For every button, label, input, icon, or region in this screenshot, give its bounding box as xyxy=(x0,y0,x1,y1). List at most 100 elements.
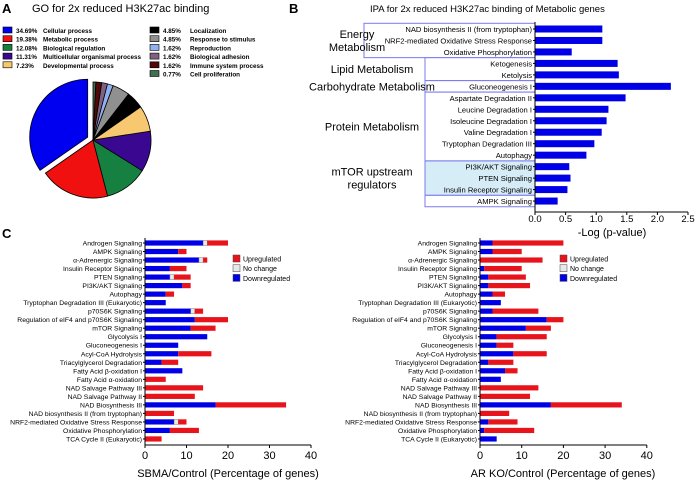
bar-upregulated xyxy=(505,368,518,374)
bar xyxy=(535,82,671,90)
bar-downregulated xyxy=(145,265,170,272)
bar-downregulated xyxy=(145,317,195,323)
category-label: Autophagy xyxy=(109,292,142,299)
category-label: Gluconeogenesis I xyxy=(421,343,477,350)
legend-percent: 0.77% xyxy=(163,72,181,79)
bar-downregulated xyxy=(145,419,175,425)
bar-upregulated xyxy=(546,317,564,323)
category-label: AMPK Signaling xyxy=(428,249,477,256)
category-label: Regulation of eIF4 and p70S6K Signaling xyxy=(17,317,142,324)
group-label: Protein Metabolism xyxy=(325,121,419,133)
x-tick-label: 20 xyxy=(557,450,569,462)
x-tick-label: 40 xyxy=(305,450,317,462)
bar-downregulated xyxy=(480,402,551,408)
legend-label: Upregulated xyxy=(570,257,608,264)
legend-label: No change xyxy=(570,266,604,273)
category-label: Acyl-CoA Hydrolysis xyxy=(416,351,478,358)
bar-downregulated xyxy=(145,368,183,374)
category-label: Leucine Degradation I xyxy=(458,105,532,114)
bar-upregulated xyxy=(161,359,179,365)
panel-c-label: C xyxy=(2,226,12,241)
bar xyxy=(535,71,619,79)
bar xyxy=(535,197,558,205)
x-tick-label: 1.0 xyxy=(590,214,603,225)
bar-no-change xyxy=(173,419,179,425)
bar-upregulated xyxy=(480,410,510,416)
group-label: Energy xyxy=(340,29,375,41)
bar-downregulated xyxy=(145,291,166,297)
bar-upregulated xyxy=(480,257,543,263)
category-label: Aspartate Degradation II xyxy=(450,94,532,103)
category-label: mTOR Signaling xyxy=(92,326,142,333)
category-label: p70S6K Signaling xyxy=(88,309,142,316)
x-tick-label: 0 xyxy=(142,450,148,462)
category-label: Oxidative Phosphorylation xyxy=(398,428,477,435)
legend-swatch xyxy=(559,274,568,282)
pie-slice xyxy=(44,139,109,199)
bar-downregulated xyxy=(480,342,497,348)
pie-slice xyxy=(92,81,97,141)
bar-downregulated xyxy=(480,248,493,255)
legend-percent: 4.85% xyxy=(163,37,181,44)
legend-swatch xyxy=(149,52,160,60)
pie-slice xyxy=(29,78,89,171)
category-label: NAD biosynthesis II (from tryptophan) xyxy=(405,25,532,34)
category-label: PTEN Signaling xyxy=(94,275,142,282)
legend-name: Metabolic process xyxy=(43,37,98,44)
bar-downregulated xyxy=(480,274,489,280)
legend-swatch xyxy=(559,264,568,272)
legend-swatch xyxy=(149,26,160,34)
bar-downregulated xyxy=(480,368,506,374)
x-tick-label: 2.0 xyxy=(651,214,664,225)
bar-upregulated xyxy=(145,385,204,391)
bar-upregulated xyxy=(525,325,551,331)
bar-downregulated xyxy=(480,419,489,425)
group-label: Carbohydrate Metabolism xyxy=(309,81,435,93)
bar-downregulated xyxy=(480,317,547,323)
category-label: mTOR Signaling xyxy=(427,326,477,333)
bar xyxy=(535,174,571,182)
bar-upregulated xyxy=(492,291,506,297)
legend-label: Upregulated xyxy=(243,257,281,264)
bar xyxy=(535,151,587,159)
bar-upregulated xyxy=(484,265,522,272)
category-label: Tryptophan Degradation III xyxy=(442,140,532,149)
category-label: NRF2-mediated Oxidative Stress Response xyxy=(345,419,477,426)
bar xyxy=(535,105,609,113)
category-label: Fatty Acid α-oxidation xyxy=(412,377,477,384)
legend-percent: 1.62% xyxy=(163,63,181,70)
pie-title: GO for 2x reduced H3K27ac binding xyxy=(32,3,209,15)
legend-name: Reproduction xyxy=(190,45,231,52)
category-label: Gluconeogenesis I xyxy=(86,343,142,350)
bar xyxy=(535,186,568,194)
bar-upregulated xyxy=(174,274,191,280)
bar-upregulated xyxy=(480,385,539,391)
legend-swatch xyxy=(149,70,160,77)
category-label: NAD Salvage Pathway III xyxy=(401,385,477,392)
legend-swatch xyxy=(2,44,13,51)
category-label: Isoleucine Degradation I xyxy=(450,117,532,126)
bar-downregulated xyxy=(480,351,514,357)
category-label: Oxidative Phosphorylation xyxy=(63,428,142,435)
c-left-xlabel: SBMA/Control (Percentage of genes) xyxy=(137,468,319,480)
group-label: Metabolism xyxy=(329,42,385,54)
category-label: Triacylglycerol Degradation xyxy=(60,360,142,367)
bar-no-change xyxy=(169,274,175,280)
bar-downregulated xyxy=(145,359,162,365)
legend-swatch xyxy=(232,264,241,272)
legend-percent: 34.69% xyxy=(16,28,38,35)
category-label: Tryptophan Degradation III (Eukaryotic) xyxy=(358,300,477,307)
bar-upregulated xyxy=(496,342,514,348)
legend-percent: 1.62% xyxy=(163,54,181,61)
category-label: Acyl-CoA Hydrolysis xyxy=(81,351,143,358)
bar-upregulated xyxy=(178,351,212,357)
category-label: TCA Cycle II (Eukaryotic) xyxy=(401,436,477,443)
category-label: Androgen Signaling xyxy=(418,241,478,248)
legend-swatch xyxy=(232,254,241,263)
bar-downregulated xyxy=(145,334,208,340)
bar-downregulated xyxy=(145,351,179,357)
group-box xyxy=(424,160,536,196)
group-label: regulators xyxy=(348,180,397,192)
bar-upregulated xyxy=(145,410,175,416)
bar-upregulated xyxy=(496,334,547,340)
